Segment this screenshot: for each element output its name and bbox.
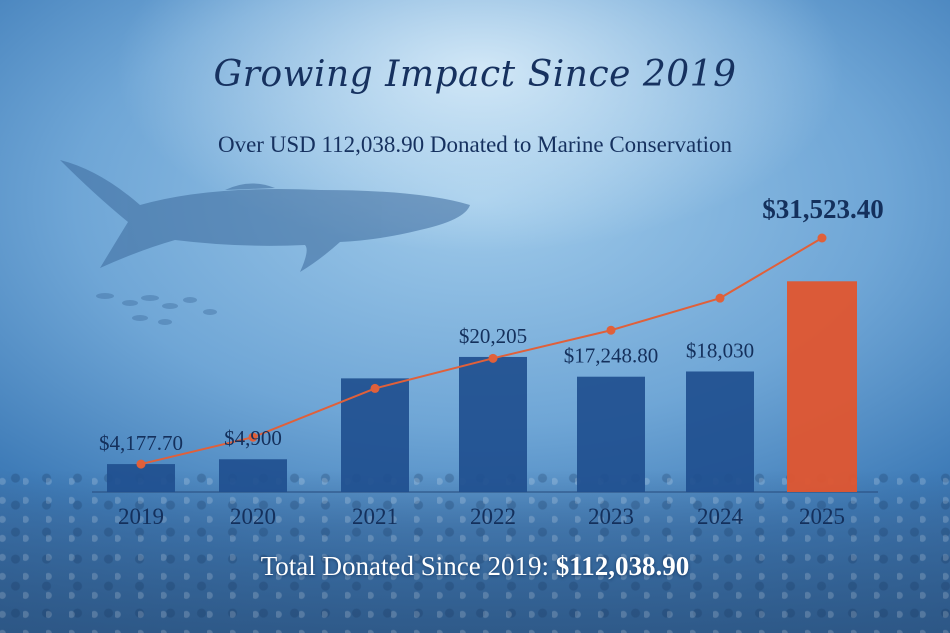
x-tick-label-2022: 2022	[470, 504, 516, 529]
bar-2023	[577, 376, 645, 492]
bar-2020	[219, 459, 287, 492]
fish-school	[96, 293, 217, 325]
chart-subtitle: Over USD 112,038.90 Donated to Marine Co…	[217, 132, 732, 157]
value-label-2024: $18,030	[686, 338, 754, 362]
bar-2019	[107, 464, 175, 492]
seabed-texture	[0, 470, 950, 633]
value-label-2020: $4,900	[224, 426, 282, 450]
value-label-2019: $4,177.70	[99, 431, 183, 455]
chart-title: Growing Impact Since 2019	[213, 54, 737, 95]
trend-point-2023	[606, 325, 616, 335]
bar-2022	[459, 356, 527, 492]
trend-point-2024	[715, 293, 725, 303]
trend-point-2025	[817, 233, 827, 243]
trend-point-2020	[248, 432, 258, 442]
trend-point-2022	[488, 353, 498, 363]
footer-total-value: $112,038.90	[555, 551, 690, 581]
x-tick-label-2020: 2020	[230, 504, 276, 529]
x-tick-label-2024: 2024	[697, 504, 744, 529]
bar-2025	[787, 281, 857, 492]
trend-point-2019	[136, 459, 146, 469]
footer-label: Total Donated Since 2019:	[260, 551, 556, 581]
value-label-2023: $17,248.80	[564, 344, 659, 368]
value-label-2025: $31,523.40	[762, 194, 884, 224]
whale-shark-illustration	[60, 160, 470, 272]
x-tick-label-2025: 2025	[799, 504, 845, 529]
trend-point-2021	[370, 383, 380, 393]
total-donated-footer: Total Donated Since 2019: $112,038.90	[0, 551, 950, 582]
bar-2021	[341, 378, 409, 492]
x-tick-label-2019: 2019	[118, 504, 164, 529]
value-label-2022: $20,205	[459, 324, 527, 348]
bar-2024	[686, 371, 754, 492]
x-tick-label-2023: 2023	[588, 504, 634, 529]
x-tick-label-2021: 2021	[352, 504, 398, 529]
